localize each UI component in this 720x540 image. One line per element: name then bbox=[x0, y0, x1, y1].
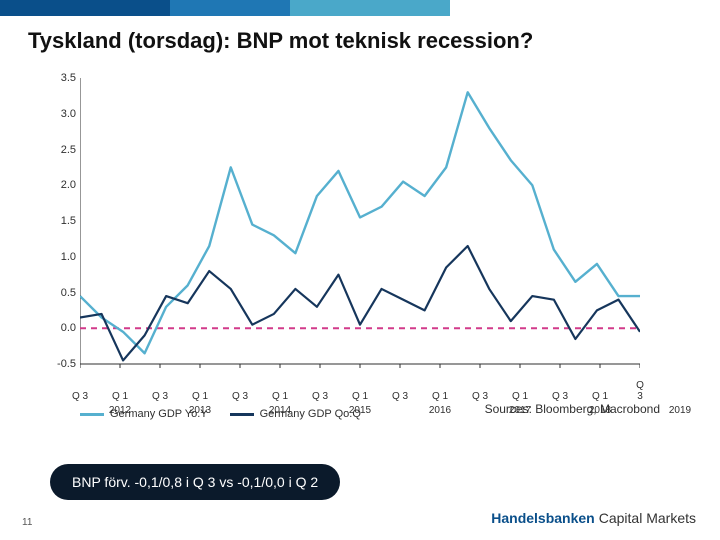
page-title: Tyskland (torsdag): BNP mot teknisk rece… bbox=[28, 28, 533, 54]
topbar-seg-4 bbox=[450, 0, 720, 16]
x-tick-label: Q 1 bbox=[272, 391, 288, 402]
x-tick-label: Q 3 bbox=[552, 391, 568, 402]
x-tick-label: Q 3 bbox=[472, 391, 488, 402]
x-tick-label: Q 1 bbox=[352, 391, 368, 402]
chart-svg bbox=[80, 72, 640, 382]
chart-legend: Germany GDP Yo.Y Germany GDP Qo.Q bbox=[80, 408, 361, 420]
x-tick-label: Q 3 bbox=[232, 391, 248, 402]
page-number: 11 bbox=[22, 517, 32, 528]
x-tick-label: Q 3 bbox=[72, 391, 88, 402]
brand-name: Handelsbanken bbox=[491, 510, 594, 526]
y-tick-label: -0.5 bbox=[44, 358, 76, 370]
x-tick-label: Q 1 bbox=[432, 391, 448, 402]
y-tick-label: 0.5 bbox=[44, 287, 76, 299]
x-tick-label: Q 3 bbox=[392, 391, 408, 402]
legend-label-1: Germany GDP Qo.Q bbox=[260, 408, 361, 420]
x-tick-label: Q 1 bbox=[592, 391, 608, 402]
x-tick-label: Q 1 bbox=[112, 391, 128, 402]
y-tick-label: 3.0 bbox=[44, 108, 76, 120]
x-tick-label: Q 3 bbox=[312, 391, 328, 402]
topbar-seg-3 bbox=[290, 0, 450, 16]
x-tick-label: Q 1 bbox=[192, 391, 208, 402]
caption-pill: BNP förv. -0,1/0,8 i Q 3 vs -0,1/0,0 i Q… bbox=[50, 464, 340, 500]
x-tick-label: Q 3 bbox=[636, 380, 644, 402]
x-year-label: 2019 bbox=[669, 405, 691, 416]
legend-swatch-1 bbox=[230, 413, 254, 416]
x-tick-label: Q 1 bbox=[512, 391, 528, 402]
gdp-chart: -0.50.00.51.01.52.02.53.03.5Q 3Q 1Q 3Q 1… bbox=[80, 72, 640, 382]
topbar-seg-1 bbox=[0, 0, 170, 16]
topbar-seg-2 bbox=[170, 0, 290, 16]
y-tick-label: 1.5 bbox=[44, 215, 76, 227]
legend-swatch-0 bbox=[80, 413, 104, 416]
x-tick-label: Q 3 bbox=[152, 391, 168, 402]
y-tick-label: 0.0 bbox=[44, 322, 76, 334]
x-year-label: 2016 bbox=[429, 405, 451, 416]
brand-logo: Handelsbanken Capital Markets bbox=[491, 510, 696, 526]
y-tick-label: 1.0 bbox=[44, 251, 76, 263]
y-tick-label: 3.5 bbox=[44, 72, 76, 84]
chart-sources: Sources: Bloomberg, Macrobond bbox=[485, 402, 660, 416]
y-tick-label: 2.5 bbox=[44, 144, 76, 156]
y-tick-label: 2.0 bbox=[44, 179, 76, 191]
brand-sub: Capital Markets bbox=[599, 510, 696, 526]
legend-label-0: Germany GDP Yo.Y bbox=[110, 408, 208, 420]
top-bar bbox=[0, 0, 720, 16]
